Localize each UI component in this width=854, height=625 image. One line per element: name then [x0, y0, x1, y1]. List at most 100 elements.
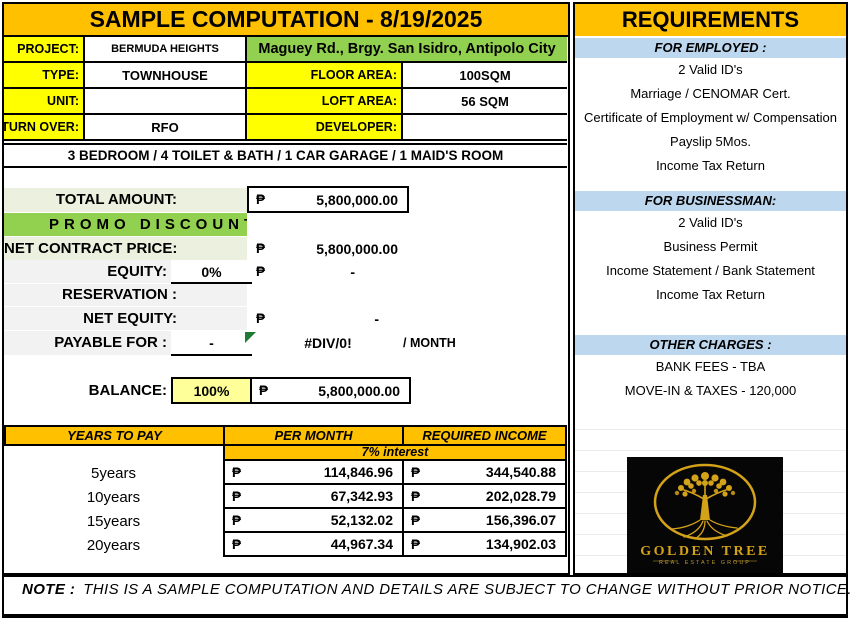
section-header-other-charges: OTHER CHARGES : [575, 335, 846, 355]
required-income-cell: ₱ 202,028.79 [402, 483, 567, 509]
requirement-item: Certificate of Employment w/ Compensatio… [584, 110, 837, 125]
peso-sign: ₱ [411, 536, 421, 552]
turnover-value-cell[interactable]: RFO [85, 115, 247, 141]
net-contract-price-label: NET CONTRACT PRICE: [4, 237, 247, 260]
logo-subtitle: REAL ESTATE GROUP [659, 560, 751, 566]
per-month-cell: ₱ 44,967.34 [223, 531, 404, 557]
requirement-item: MOVE-IN & TAXES - 120,000 [624, 383, 797, 398]
requirement-item: Marriage / CENOMAR Cert. [630, 86, 791, 101]
required-income-value: 344,540.88 [485, 464, 556, 480]
required-income-value: 134,902.03 [485, 536, 556, 552]
per-month-value: 114,846.96 [323, 464, 393, 480]
equity-amount-value: - [350, 263, 355, 280]
unit-value-cell[interactable] [85, 89, 247, 115]
required-income-cell: ₱ 134,902.03 [402, 531, 567, 557]
sheet-title: SAMPLE COMPUTATION - 8/19/2025 [4, 4, 568, 37]
peso-sign: ₱ [259, 383, 269, 398]
years-option: 10years [86, 489, 141, 506]
total-amount-cell[interactable]: ₱ 5,800,000.00 [247, 186, 409, 213]
payable-error-value: #DIV/0! [304, 335, 352, 351]
note-label: NOTE : [22, 581, 76, 598]
reservation-label: RESERVATION : [4, 284, 247, 306]
equity-label: EQUITY: [4, 260, 171, 283]
section-header-businessman: FOR BUSINESSMAN: [575, 191, 846, 211]
note-text: THIS IS A SAMPLE COMPUTATION AND DETAILS… [83, 581, 852, 598]
turnover-label: TURN OVER: [4, 115, 85, 141]
net-equity-amount-value: - [374, 310, 379, 327]
note-banner: NOTE : THIS IS A SAMPLE COMPUTATION AND D… [2, 575, 852, 618]
requirement-item: Income Tax Return [656, 158, 765, 173]
requirement-item: BANK FEES - TBA [655, 359, 766, 374]
unit-features-banner: 3 BEDROOM / 4 TOILET & BATH / 1 CAR GARA… [4, 143, 567, 168]
requirement-item: 2 Valid ID's [678, 215, 743, 230]
promo-discount-label: PROMO DISCOUNT [4, 213, 247, 236]
tree-icon: GOLDEN TREE REAL ESTATE GROUP [640, 463, 770, 566]
floor-area-label: FLOOR AREA: [247, 63, 403, 89]
required-income-cell: ₱ 344,540.88 [402, 459, 567, 485]
project-value-cell[interactable]: BERMUDA HEIGHTS [85, 37, 247, 63]
peso-sign: ₱ [256, 241, 266, 256]
type-value-cell[interactable]: TOWNHOUSE [85, 63, 247, 89]
balance-label: BALANCE: [88, 382, 167, 399]
balance-amount-value: 5,800,000.00 [318, 382, 400, 399]
requirement-item: Business Permit [663, 239, 758, 254]
requirement-item: Income Statement / Bank Statement [606, 263, 815, 278]
golden-tree-logo: GOLDEN TREE REAL ESTATE GROUP [627, 457, 783, 573]
required-income-value: 202,028.79 [485, 488, 556, 504]
peso-sign: ₱ [232, 464, 242, 480]
net-equity-amount-cell: ₱ - [249, 307, 407, 330]
loft-area-value-cell[interactable]: 56 SQM [403, 89, 567, 115]
address-cell: Maguey Rd., Brgy. San Isidro, Antipolo C… [247, 37, 567, 63]
years-to-pay-header: YEARS TO PAY [4, 425, 225, 446]
per-month-cell: ₱ 52,132.02 [223, 507, 404, 533]
per-month-value: 44,967.34 [330, 536, 393, 552]
payable-term-cell[interactable]: - [171, 332, 252, 356]
per-month-cell: ₱ 67,342.93 [223, 483, 404, 509]
requirement-item: 2 Valid ID's [678, 62, 743, 77]
developer-value-cell[interactable] [403, 115, 567, 141]
equity-percent-cell[interactable]: 0% [171, 261, 252, 284]
type-label: TYPE: [4, 63, 85, 89]
section-header-employed: FOR EMPLOYED : [575, 38, 846, 58]
required-income-value: 156,396.07 [485, 512, 556, 528]
peso-sign: ₱ [256, 311, 266, 326]
balance-amount-cell: ₱ 5,800,000.00 [250, 377, 411, 404]
equity-amount-cell: ₱ - [249, 260, 407, 283]
requirements-title: REQUIREMENTS [575, 4, 846, 36]
total-amount-value: 5,800,000.00 [316, 191, 398, 208]
years-option: 20years [86, 537, 141, 554]
payable-for-label: PAYABLE FOR : [4, 331, 171, 355]
total-amount-label: TOTAL AMOUNT: [4, 188, 247, 212]
property-info: PROJECT: BERMUDA HEIGHTS Maguey Rd., Brg… [4, 37, 567, 141]
requirements-panel: REQUIREMENTS FOR EMPLOYED : 2 Valid ID's… [573, 2, 848, 575]
project-label: PROJECT: [4, 37, 85, 63]
years-option: 5years [90, 465, 137, 482]
developer-label: DEVELOPER: [247, 115, 403, 141]
peso-sign: ₱ [256, 192, 266, 207]
net-contract-price-cell: ₱ 5,800,000.00 [249, 237, 407, 260]
requirement-item: Income Tax Return [656, 287, 765, 302]
cell-error-indicator-icon [245, 332, 256, 343]
per-month-value: 52,132.02 [330, 512, 393, 528]
peso-sign: ₱ [232, 488, 242, 504]
required-income-header: REQUIRED INCOME [402, 425, 567, 446]
requirement-item: Payslip 5Mos. [670, 134, 751, 149]
net-contract-price-value: 5,800,000.00 [316, 240, 398, 257]
computation-panel: SAMPLE COMPUTATION - 8/19/2025 PROJECT: … [2, 2, 570, 575]
unit-label: UNIT: [4, 89, 85, 115]
per-month-cell: ₱ 114,846.96 [223, 459, 404, 485]
required-income-cell: ₱ 156,396.07 [402, 507, 567, 533]
peso-sign: ₱ [256, 264, 266, 279]
years-option: 15years [86, 513, 141, 530]
logo-name: GOLDEN TREE [640, 544, 770, 559]
balance-percent-cell: 100% [171, 377, 252, 404]
per-month-value: 67,342.93 [330, 488, 393, 504]
loft-area-label: LOFT AREA: [247, 89, 403, 115]
net-equity-label: NET EQUITY: [4, 307, 247, 330]
payable-unit-label: / MONTH [403, 336, 456, 350]
floor-area-value-cell[interactable]: 100SQM [403, 63, 567, 89]
peso-sign: ₱ [411, 464, 421, 480]
peso-sign: ₱ [232, 536, 242, 552]
peso-sign: ₱ [411, 512, 421, 528]
